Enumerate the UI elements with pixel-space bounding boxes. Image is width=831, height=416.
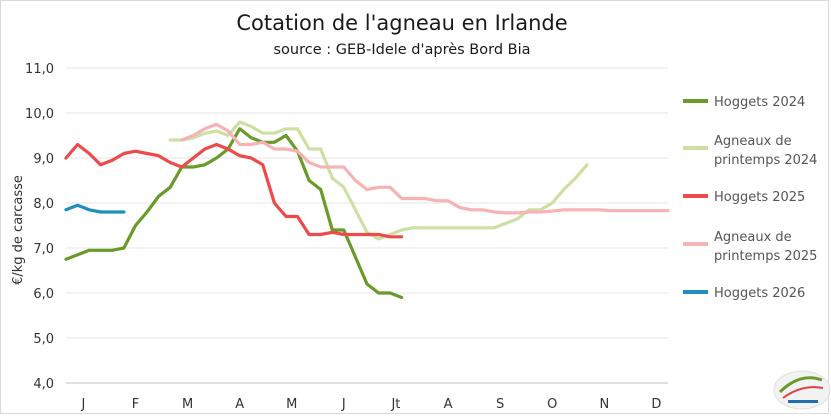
gridlines [66,67,668,384]
x-tick-label: F [132,397,139,412]
y-tick-label: 9,0 [33,152,54,167]
series-line-hoggets-2026 [64,203,126,214]
y-tick-label: 11,0 [25,62,54,77]
x-tick-label: N [599,397,609,412]
series-line-agneaux-de-printemps-2024 [168,120,589,241]
x-tick-label: D [651,397,661,412]
x-axis-ticks: J F M A M J Jt A S O N D [80,397,661,412]
y-tick-label: 8,0 [33,197,54,212]
series-line-agneaux-de-printemps-2025 [180,122,670,215]
legend-label: Hoggets 2025 [714,190,805,205]
x-tick-label: J [341,397,346,412]
y-axis-label: €/kg de carcasse [11,175,26,285]
x-tick-label: A [235,397,244,412]
x-tick-label: S [496,397,504,412]
legend-label: printemps 2025 [714,249,817,264]
y-axis-ticks: 4,0 5,0 6,0 7,0 8,0 9,0 10,0 11,0 [25,62,54,392]
legend-label: Agneaux de [714,134,792,149]
legend-label: printemps 2024 [714,153,817,168]
y-tick-label: 7,0 [33,242,54,257]
idele-logo [773,370,831,410]
x-tick-label: A [444,397,453,412]
series-lines [64,120,670,300]
x-tick-label: M [286,397,297,412]
chart-title: Cotation de l'agneau en Irlande [236,11,567,35]
x-tick-label: Jt [390,397,400,412]
series-line-hoggets-2025 [64,142,404,239]
legend: Hoggets 2024 Agneaux de printemps 2024 Hogg… [683,95,817,301]
x-tick-label: O [547,397,557,412]
y-tick-label: 10,0 [25,107,54,122]
x-tick-label: J [80,397,85,412]
y-tick-label: 6,0 [33,287,54,302]
x-tick-label: M [182,397,193,412]
legend-label: Hoggets 2024 [714,95,805,110]
chart-subtitle: source : GEB-Idele d'après Bord Bia [274,42,531,58]
y-tick-label: 5,0 [33,332,54,347]
legend-label: Agneaux de [714,230,792,245]
y-tick-label: 4,0 [33,377,54,392]
legend-label: Hoggets 2026 [714,286,805,301]
